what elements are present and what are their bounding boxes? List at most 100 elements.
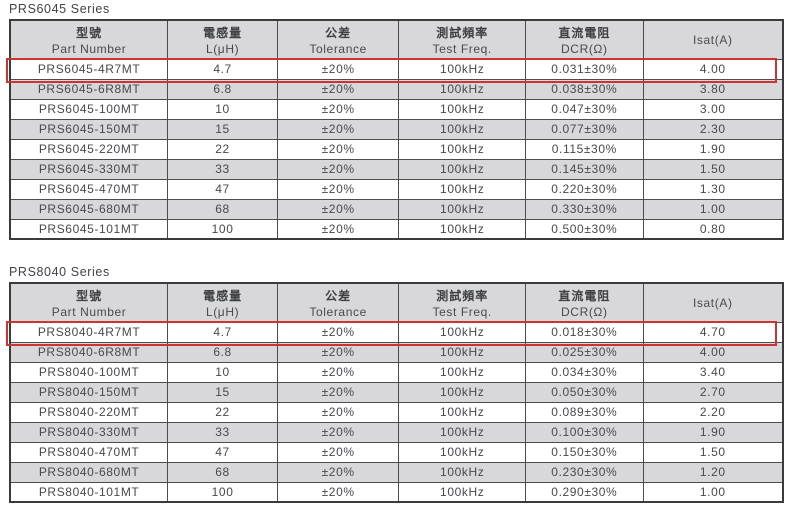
cell-inductance: 47 xyxy=(167,441,278,463)
cell-inductance: 15 xyxy=(167,381,278,403)
cell-part-number: PRS6045-470MT xyxy=(9,178,169,200)
cell-test-freq: 100kHz xyxy=(398,441,527,463)
table-row: PRS6045-100MT 10 ±20% 100kHz 0.047±30% 3.00 xyxy=(9,98,784,120)
col-header-en: L(μH) xyxy=(205,41,240,56)
col-header-part-number: 型號 Part Number xyxy=(9,19,169,60)
cell-part-number: PRS8040-101MT xyxy=(9,481,169,503)
table-row: PRS8040-6R8MT 6.8 ±20% 100kHz 0.025±30% 4.00 xyxy=(9,341,784,363)
cell-isat: 1.00 xyxy=(642,198,784,220)
header-row: 型號 Part Number 電感量 L(μH) 公差 Tolerance 測試頻率 Test… xyxy=(9,282,784,323)
cell-dcr: 0.089±30% xyxy=(525,401,644,423)
col-header-zh: 直流電阻 xyxy=(558,288,611,303)
cell-isat: 2.30 xyxy=(642,118,784,140)
col-header-test-freq: 測試頻率 Test Freq. xyxy=(398,282,527,323)
cell-dcr: 0.500±30% xyxy=(525,218,644,240)
cell-inductance: 4.7 xyxy=(167,58,278,80)
cell-part-number: PRS8040-100MT xyxy=(9,361,169,383)
cell-test-freq: 100kHz xyxy=(398,138,527,160)
cell-inductance: 10 xyxy=(167,361,278,383)
col-header-tolerance: 公差 Tolerance xyxy=(276,282,400,323)
cell-test-freq: 100kHz xyxy=(398,401,527,423)
cell-test-freq: 100kHz xyxy=(398,381,527,403)
table-row: PRS6045-470MT 47 ±20% 100kHz 0.220±30% 1.30 xyxy=(9,178,784,200)
cell-dcr: 0.290±30% xyxy=(525,481,644,503)
col-header-en: L(μH) xyxy=(205,304,240,319)
cell-test-freq: 100kHz xyxy=(398,341,527,363)
cell-inductance: 22 xyxy=(167,138,278,160)
col-header-zh: 電感量 xyxy=(203,288,243,303)
spec-table-prs6045: 型號 Part Number 電感量 L(μH) 公差 Tolerance 測試頻率 Test… xyxy=(9,19,784,240)
col-header-zh: 測試頻率 xyxy=(436,25,489,40)
cell-tolerance: ±20% xyxy=(276,118,400,140)
cell-tolerance: ±20% xyxy=(276,441,400,463)
cell-isat: 0.80 xyxy=(642,218,784,240)
col-header-dcr: 直流電阻 DCR(Ω) xyxy=(525,282,644,323)
cell-dcr: 0.115±30% xyxy=(525,138,644,160)
cell-inductance: 15 xyxy=(167,118,278,140)
cell-inductance: 10 xyxy=(167,98,278,120)
cell-isat: 4.70 xyxy=(642,321,784,343)
cell-isat: 4.00 xyxy=(642,58,784,80)
cell-tolerance: ±20% xyxy=(276,381,400,403)
cell-part-number: PRS8040-470MT xyxy=(9,441,169,463)
series-title: PRS8040 Series xyxy=(9,265,110,279)
cell-inductance: 100 xyxy=(167,481,278,503)
col-header-zh: 公差 xyxy=(325,288,352,303)
cell-test-freq: 100kHz xyxy=(398,321,527,343)
col-header-zh: 測試頻率 xyxy=(436,288,489,303)
cell-dcr: 0.100±30% xyxy=(525,421,644,443)
cell-isat: 3.80 xyxy=(642,78,784,100)
table-row: PRS8040-101MT 100 ±20% 100kHz 0.290±30% 1.00 xyxy=(9,481,784,503)
series-section-prs8040: PRS8040 Series 型號 Part Number 電感量 L(μH) 公差 To… xyxy=(6,265,784,503)
table-row: PRS8040-330MT 33 ±20% 100kHz 0.100±30% 1.90 xyxy=(9,421,784,443)
col-header-en: DCR(Ω) xyxy=(561,41,608,56)
table-row: PRS6045-330MT 33 ±20% 100kHz 0.145±30% 1.50 xyxy=(9,158,784,180)
col-header-zh: 型號 xyxy=(76,288,103,303)
cell-inductance: 68 xyxy=(167,461,278,483)
table-row: PRS8040-220MT 22 ±20% 100kHz 0.089±30% 2.20 xyxy=(9,401,784,423)
cell-dcr: 0.150±30% xyxy=(525,441,644,463)
cell-part-number: PRS8040-4R7MT xyxy=(9,321,169,343)
cell-tolerance: ±20% xyxy=(276,198,400,220)
col-header-tolerance: 公差 Tolerance xyxy=(276,19,400,60)
cell-dcr: 0.038±30% xyxy=(525,78,644,100)
spec-table-wrap: 型號 Part Number 電感量 L(μH) 公差 Tolerance 測試頻率 Test… xyxy=(6,19,784,240)
table-header: 型號 Part Number 電感量 L(μH) 公差 Tolerance 測試頻率 Test… xyxy=(9,19,784,60)
cell-isat: 1.50 xyxy=(642,441,784,463)
cell-test-freq: 100kHz xyxy=(398,118,527,140)
col-header-en: Test Freq. xyxy=(432,304,492,319)
cell-tolerance: ±20% xyxy=(276,138,400,160)
cell-part-number: PRS6045-100MT xyxy=(9,98,169,120)
cell-tolerance: ±20% xyxy=(276,461,400,483)
cell-inductance: 6.8 xyxy=(167,341,278,363)
cell-isat: 4.00 xyxy=(642,341,784,363)
cell-tolerance: ±20% xyxy=(276,58,400,80)
col-header-en: Part Number xyxy=(51,41,127,56)
table-row: PRS8040-150MT 15 ±20% 100kHz 0.050±30% 2.70 xyxy=(9,381,784,403)
cell-isat: 2.70 xyxy=(642,381,784,403)
col-header-zh: 電感量 xyxy=(203,25,243,40)
cell-dcr: 0.047±30% xyxy=(525,98,644,120)
table-row: PRS6045-6R8MT 6.8 ±20% 100kHz 0.038±30% 3.80 xyxy=(9,78,784,100)
cell-part-number: PRS6045-220MT xyxy=(9,138,169,160)
cell-part-number: PRS8040-150MT xyxy=(9,381,169,403)
cell-part-number: PRS8040-330MT xyxy=(9,421,169,443)
table-header: 型號 Part Number 電感量 L(μH) 公差 Tolerance 測試頻率 Test… xyxy=(9,282,784,323)
cell-part-number: PRS6045-330MT xyxy=(9,158,169,180)
cell-inductance: 100 xyxy=(167,218,278,240)
cell-test-freq: 100kHz xyxy=(398,461,527,483)
cell-part-number: PRS6045-4R7MT xyxy=(9,58,169,80)
table-row: PRS6045-150MT 15 ±20% 100kHz 0.077±30% 2.30 xyxy=(9,118,784,140)
cell-part-number: PRS8040-6R8MT xyxy=(9,341,169,363)
cell-test-freq: 100kHz xyxy=(398,98,527,120)
series-section-prs6045: PRS6045 Series 型號 Part Number 電感量 L(μH) 公差 To… xyxy=(6,2,784,240)
col-header-en: Tolerance xyxy=(309,41,367,56)
cell-inductance: 6.8 xyxy=(167,78,278,100)
cell-dcr: 0.077±30% xyxy=(525,118,644,140)
cell-isat: 2.20 xyxy=(642,401,784,423)
cell-isat: 1.20 xyxy=(642,461,784,483)
cell-inductance: 22 xyxy=(167,401,278,423)
col-header-en: DCR(Ω) xyxy=(561,304,608,319)
cell-test-freq: 100kHz xyxy=(398,198,527,220)
cell-tolerance: ±20% xyxy=(276,481,400,503)
